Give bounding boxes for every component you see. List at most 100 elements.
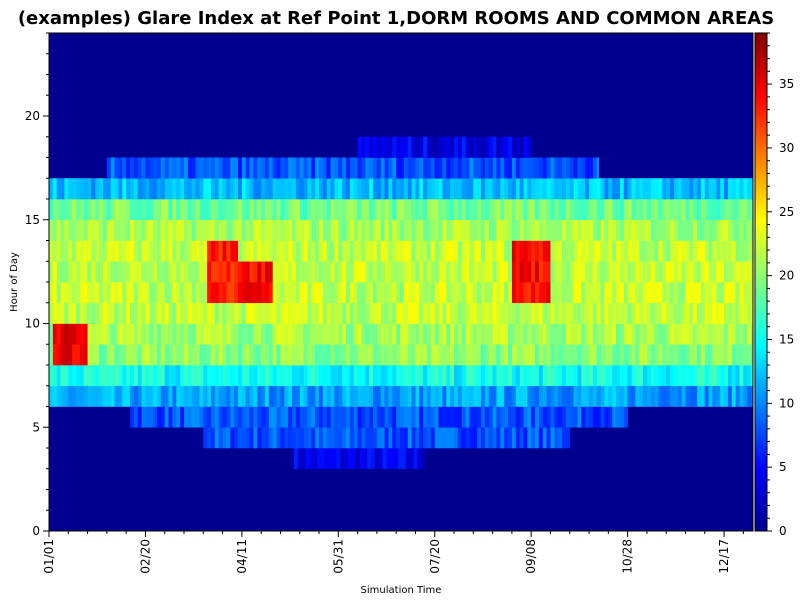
heatmap-cell — [469, 427, 474, 449]
heatmap-cell — [241, 157, 247, 179]
heatmap-cell — [716, 240, 721, 262]
heatmap-cell — [558, 344, 563, 366]
heatmap-cell — [303, 240, 308, 262]
heatmap-cell — [515, 406, 520, 428]
heatmap-cell — [511, 427, 517, 449]
heatmap-cell — [103, 344, 108, 366]
heatmap-cell — [326, 157, 331, 179]
heatmap-cell — [388, 302, 393, 324]
heatmap-cell — [384, 240, 389, 262]
heatmap-cell — [103, 261, 108, 283]
heatmap-cell — [284, 178, 289, 200]
heatmap-cell — [573, 365, 578, 387]
heatmap-cell — [600, 261, 605, 283]
heatmap-cell — [218, 199, 223, 221]
heatmap-cell — [585, 178, 590, 200]
heatmap-cell — [442, 261, 447, 283]
heatmap-cell — [91, 219, 96, 241]
heatmap-cell — [346, 427, 351, 449]
heatmap-cell — [299, 385, 304, 407]
heatmap-cell — [380, 240, 385, 262]
heatmap-cell — [681, 199, 686, 221]
heatmap-cell — [392, 282, 397, 304]
heatmap-cell — [403, 136, 409, 158]
heatmap-cell — [496, 406, 501, 428]
heatmap-cell — [531, 385, 536, 407]
heatmap-cell — [307, 178, 312, 200]
heatmap-cell — [743, 219, 748, 241]
heatmap-cell — [137, 261, 142, 283]
heatmap-cell — [623, 302, 628, 324]
heatmap-cell — [238, 178, 243, 200]
heatmap-cell — [222, 344, 227, 366]
heatmap-cell — [299, 261, 304, 283]
heatmap-cell — [218, 219, 223, 241]
heatmap-cell — [623, 282, 628, 304]
heatmap-cell — [211, 427, 216, 449]
heatmap-cell — [133, 261, 139, 283]
heatmap-cell — [600, 302, 605, 324]
heatmap-cell — [87, 240, 92, 262]
heatmap-cell — [180, 323, 185, 345]
y-tick-label: 5 — [32, 420, 40, 434]
heatmap-cell — [330, 178, 335, 200]
colorbar-tick-label: 20 — [779, 269, 794, 283]
heatmap-cell — [616, 219, 621, 241]
heatmap-cell — [361, 240, 366, 262]
heatmap-cell — [527, 427, 532, 449]
heatmap-cell — [361, 365, 366, 387]
heatmap-cell — [743, 323, 748, 345]
heatmap-cell — [311, 157, 316, 179]
heatmap-cell — [442, 282, 447, 304]
heatmap-cell — [191, 385, 196, 407]
heatmap-cell — [388, 157, 393, 179]
heatmap-cell — [392, 136, 397, 158]
heatmap-cell — [450, 157, 455, 179]
heatmap-cell — [689, 261, 694, 283]
heatmap-cell — [708, 323, 713, 345]
heatmap-cell — [400, 365, 405, 387]
heatmap-cell — [504, 219, 509, 241]
heatmap-cell — [122, 199, 127, 221]
heatmap-cell — [727, 323, 733, 345]
heatmap-cell — [488, 385, 493, 407]
heatmap-cell — [627, 199, 632, 221]
heatmap-cell — [249, 406, 254, 428]
heatmap-cell — [527, 240, 532, 262]
heatmap-cell — [500, 302, 505, 324]
heatmap-cell — [176, 344, 181, 366]
heatmap-cell — [527, 199, 532, 221]
heatmap-cell — [419, 261, 424, 283]
heatmap-cell — [191, 261, 196, 283]
heatmap-cell — [230, 302, 235, 324]
heatmap-cell — [164, 199, 169, 221]
heatmap-cell — [523, 323, 528, 345]
heatmap-cell — [211, 199, 216, 221]
heatmap-cell — [369, 199, 374, 221]
heatmap-cell — [438, 219, 443, 241]
heatmap-cell — [461, 261, 466, 283]
heatmap-cell — [72, 385, 77, 407]
heatmap-cell — [716, 323, 721, 345]
heatmap-cell — [697, 240, 702, 262]
heatmap-cell — [199, 282, 204, 304]
heatmap-cell — [114, 385, 119, 407]
heatmap-cell — [477, 365, 482, 387]
heatmap-cell — [554, 427, 559, 449]
heatmap-cell — [203, 344, 208, 366]
heatmap-cell — [334, 344, 339, 366]
heatmap-cell — [623, 240, 628, 262]
heatmap-cell — [230, 157, 235, 179]
heatmap-cell — [365, 282, 370, 304]
heatmap-cell — [396, 427, 401, 449]
heatmap-cell — [153, 365, 158, 387]
heatmap-cell — [245, 385, 250, 407]
heatmap-cell — [465, 406, 470, 428]
heatmap-cell — [704, 282, 709, 304]
heatmap-cell — [542, 178, 547, 200]
heatmap-cell — [230, 199, 235, 221]
heatmap-cell — [191, 157, 196, 179]
heatmap-cell — [137, 240, 142, 262]
heatmap-cell — [149, 344, 154, 366]
heatmap-cell — [238, 344, 243, 366]
